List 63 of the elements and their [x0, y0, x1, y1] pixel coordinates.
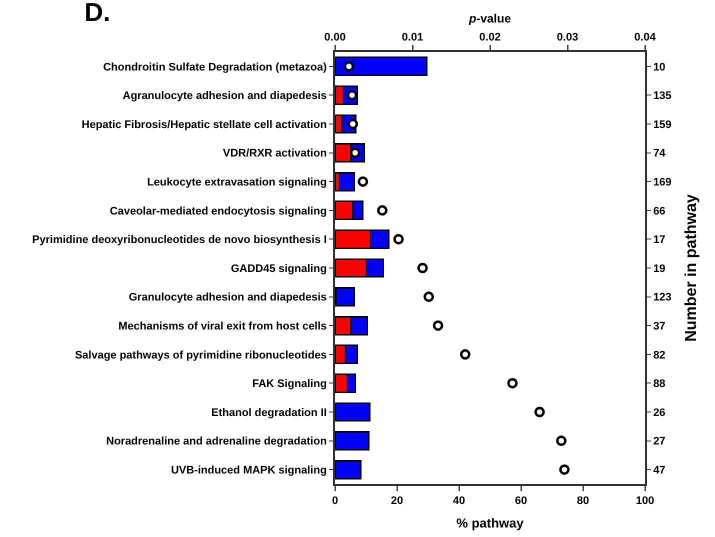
- y2-tick-label: 17: [653, 234, 666, 246]
- x-tick-label: 40: [452, 495, 466, 508]
- point: [377, 205, 388, 216]
- y2-tick-label: 37: [653, 320, 666, 332]
- text: D.: [84, 0, 110, 27]
- y2-tick-label: 135: [653, 90, 672, 102]
- y2-tick-label: 66: [653, 205, 666, 218]
- x-tick-label: 100: [636, 495, 654, 508]
- point: [556, 436, 567, 446]
- x2-tick-label: 0.04: [634, 32, 657, 44]
- y2-tick-label: 10: [653, 61, 666, 74]
- point: [393, 234, 404, 244]
- y2-tick-label: 47: [653, 464, 666, 476]
- y-tick-label: UVB-induced MAPK signaling: [170, 464, 327, 476]
- y-tick-label: Caveolar-mediated endocytosis signaling: [110, 205, 327, 218]
- y2-tick-label: 27: [653, 436, 666, 448]
- point: [344, 61, 354, 72]
- y2-tick-label: 169: [653, 176, 672, 188]
- y2-tick-label: 123: [653, 292, 672, 304]
- y-tick-label: Agranulocyte adhesion and diapedesis: [122, 90, 327, 102]
- bar: [335, 287, 355, 306]
- x2-tick-label: 0.02: [479, 32, 501, 44]
- point: [534, 406, 545, 418]
- point: [417, 262, 428, 274]
- y2-tick-label: 19: [653, 262, 666, 275]
- bar: [335, 402, 370, 422]
- x-tick-label: 80: [576, 495, 590, 508]
- x2-tick-label: 0.03: [556, 32, 578, 44]
- x-tick-label: 60: [514, 495, 528, 508]
- point: [432, 320, 444, 331]
- y2-tick-label: 82: [653, 349, 666, 362]
- x-tick-label: 0: [332, 495, 338, 508]
- bar: [335, 431, 370, 450]
- x2-tick-label: 0.00: [324, 32, 346, 44]
- point: [507, 378, 518, 388]
- y2-tick-label: 74: [653, 148, 666, 160]
- y-tick-label: GADD45 signaling: [230, 262, 327, 275]
- point: [424, 292, 434, 302]
- y-tick-label: Salvage pathways of pyrimidine ribonucleotides: [74, 349, 327, 362]
- y-tick-label: Hepatic Fibrosis/Hepatic stellate cell activation: [82, 118, 328, 131]
- y-tick-label: Chondroitin Sulfate Degradation (metazoa): [103, 61, 328, 74]
- x-tick-label: 20: [390, 495, 404, 508]
- x2-axis-title: p-value: [468, 11, 512, 26]
- point: [358, 176, 368, 187]
- y-tick-label: Leukocyte extravasation signaling: [147, 176, 327, 188]
- y2-tick-label: 159: [653, 118, 672, 131]
- x-axis-title: % pathway: [456, 515, 524, 530]
- bar: [335, 56, 428, 76]
- y-tick-label: VDR/RXR activation: [222, 148, 328, 160]
- y-tick-label: Ethanol degradation II: [211, 406, 327, 419]
- y-tick-label: Granulocyte adhesion and diapedesis: [128, 292, 327, 304]
- y-tick-label: Mechanisms of viral exit from host cells: [118, 320, 327, 332]
- y2-tick-label: 26: [653, 406, 666, 419]
- x2-tick-label: 0.01: [402, 32, 424, 44]
- bar: [335, 460, 362, 480]
- point: [460, 349, 470, 360]
- y2-axis-title: Number in pathway: [682, 194, 700, 342]
- y2-tick-label: 88: [653, 378, 666, 390]
- bar: [338, 172, 355, 192]
- y-tick-label: FAK Signaling: [252, 378, 327, 390]
- y-tick-label: Noradrenaline and adrenaline degradation: [106, 436, 328, 448]
- point: [559, 464, 570, 475]
- y-tick-label: Pyrimidine deoxyribonucleotides de novo biosynthesis I: [32, 234, 327, 246]
